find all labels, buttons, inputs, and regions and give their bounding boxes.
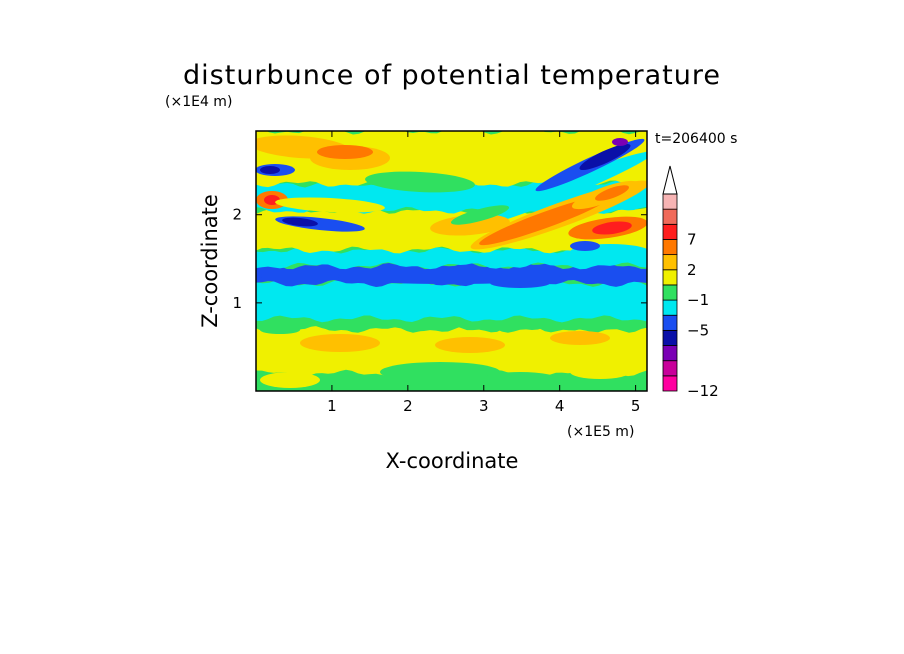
x-tick-label: 2 xyxy=(403,397,413,415)
field-blobs xyxy=(256,135,647,388)
colorbar-swatch xyxy=(662,284,678,301)
colorbar-swatch xyxy=(662,254,678,271)
colorbar-swatch xyxy=(662,360,678,377)
x-tick-label: 3 xyxy=(479,397,489,415)
y-tick-label: 2 xyxy=(232,206,242,224)
field-band xyxy=(256,280,647,323)
y-unit-label: (×1E4 m) xyxy=(165,94,232,110)
field-blob xyxy=(550,331,610,345)
colorbar-tick-label: −1 xyxy=(687,291,709,309)
y-axis: 12 xyxy=(232,206,647,312)
field-blob xyxy=(570,241,600,251)
field-blob xyxy=(430,214,510,236)
y-tick-label: 1 xyxy=(232,294,242,312)
field-blob xyxy=(490,278,550,288)
x-axis: 1 2 3 4 5 xyxy=(327,131,640,415)
colorbar-swatch xyxy=(662,239,678,256)
colorbar-labels: 7 2 −1 −5 −12 xyxy=(687,230,719,400)
x-tick-label: 1 xyxy=(327,397,337,415)
chart-title: disturbunce of potential temperature xyxy=(183,60,721,91)
colorbar-swatch xyxy=(662,375,678,392)
field-band xyxy=(256,315,647,333)
x-axis-title: X-coordinate xyxy=(386,449,519,473)
colorbar-swatch xyxy=(662,314,678,331)
field-blob xyxy=(300,334,380,352)
field-blob xyxy=(365,171,475,193)
x-unit-label: (×1E5 m) xyxy=(567,424,634,440)
field-blob xyxy=(282,217,318,227)
x-tick-label: 4 xyxy=(555,397,565,415)
time-label: t=206400 s xyxy=(655,131,737,147)
field-blob xyxy=(317,145,373,159)
plot-frame xyxy=(255,130,648,392)
field-blob xyxy=(435,337,505,353)
field-blob xyxy=(579,143,631,171)
colorbar-tick-label: −5 xyxy=(687,321,709,339)
colorbar-swatch xyxy=(662,299,678,316)
field-blob xyxy=(380,362,500,382)
plot-area xyxy=(256,131,647,391)
x-tick-label: 5 xyxy=(631,397,641,415)
field-blob xyxy=(594,185,630,201)
field-blob xyxy=(260,271,340,281)
colorbar-swatch xyxy=(662,223,678,240)
field-blob xyxy=(467,151,647,229)
field-blob xyxy=(480,372,560,388)
colorbar-tick-label: −12 xyxy=(687,382,719,400)
field-blob xyxy=(450,205,510,225)
colorbar-tick-label: 7 xyxy=(687,230,697,248)
y-axis-title: Z-coordinate xyxy=(198,194,222,328)
field-blob xyxy=(275,197,385,213)
colorbar-swatch xyxy=(662,193,678,210)
colorbar-swatch xyxy=(662,345,678,362)
field-blob xyxy=(260,326,300,334)
colorbar-tick-label: 2 xyxy=(687,261,697,279)
field-blob xyxy=(570,365,630,379)
field-blob xyxy=(260,166,280,174)
colorbar-swatch xyxy=(662,208,678,225)
field-band xyxy=(256,131,647,188)
field-blob xyxy=(592,221,632,235)
colorbar-extend-arrow xyxy=(662,165,678,195)
field-blob xyxy=(612,138,628,146)
field-blob xyxy=(260,372,320,388)
colorbar xyxy=(662,165,678,392)
colorbar-swatch xyxy=(662,269,678,286)
colorbar-swatch xyxy=(662,329,678,346)
